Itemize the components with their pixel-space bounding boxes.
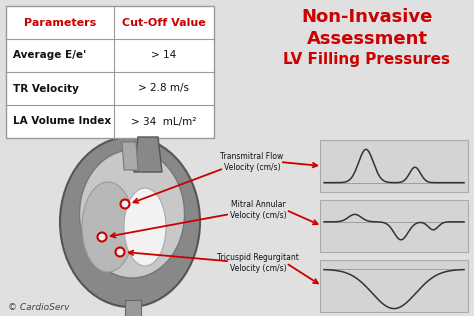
Text: Mitral Annular
Velocity (cm/s): Mitral Annular Velocity (cm/s) (230, 200, 286, 220)
Ellipse shape (82, 182, 134, 272)
Text: Cut-Off Value: Cut-Off Value (122, 17, 206, 27)
Bar (320, 260, 468, 312)
Text: © CardioServ: © CardioServ (8, 303, 70, 312)
Ellipse shape (80, 150, 184, 278)
Text: Average E/e': Average E/e' (13, 51, 86, 60)
Bar (320, 140, 468, 192)
Text: > 34  mL/m²: > 34 mL/m² (131, 117, 197, 126)
Text: Non-Invasive: Non-Invasive (301, 8, 433, 26)
Text: Transmitral Flow
Velocity (cm/s): Transmitral Flow Velocity (cm/s) (220, 152, 283, 172)
Bar (320, 200, 468, 252)
Text: LV Filling Pressures: LV Filling Pressures (283, 52, 450, 67)
Text: > 14: > 14 (151, 51, 177, 60)
Circle shape (116, 247, 125, 257)
Circle shape (98, 233, 107, 241)
Bar (6, 6, 214, 138)
Text: Assessment: Assessment (307, 30, 428, 48)
Circle shape (120, 199, 129, 209)
Ellipse shape (124, 188, 166, 266)
Polygon shape (122, 142, 138, 170)
Text: Tricuspid Regurgitant
Velocity (cm/s): Tricuspid Regurgitant Velocity (cm/s) (217, 253, 299, 273)
Polygon shape (134, 137, 162, 172)
Bar (125, 300, 141, 316)
Text: TR Velocity: TR Velocity (13, 83, 79, 94)
Ellipse shape (60, 137, 200, 307)
Text: > 2.8 m/s: > 2.8 m/s (138, 83, 190, 94)
Text: LA Volume Index: LA Volume Index (13, 117, 111, 126)
Text: Parameters: Parameters (24, 17, 96, 27)
